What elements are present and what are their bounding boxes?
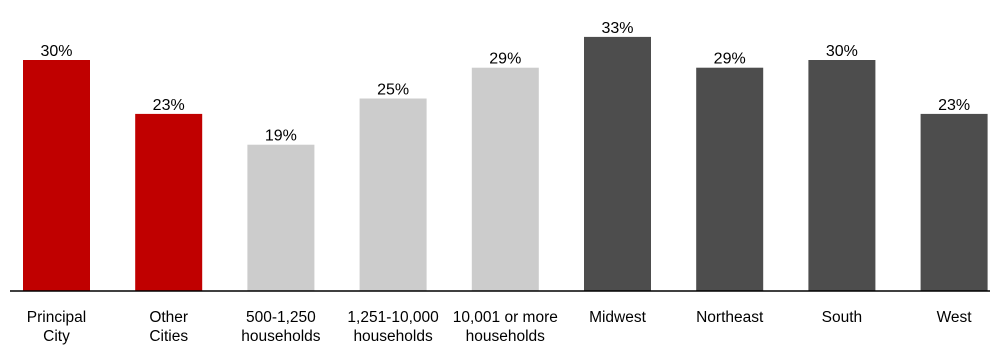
category-label-1: Principal City [27, 309, 86, 345]
category-label-5: 10,001 or more households [453, 309, 558, 345]
bar-6 [584, 36, 651, 292]
value-label-8: 30% [826, 43, 858, 60]
bar-5 [471, 67, 539, 291]
category-label-2: Other Cities [149, 309, 188, 345]
bar-2 [135, 113, 203, 292]
value-labels-group: 30% 23% 19% 25% 29% 33% 29% 30% 23% [40, 20, 970, 145]
category-label-8: South [822, 309, 863, 326]
value-label-2: 23% [153, 97, 185, 114]
category-label-9: West [937, 309, 973, 326]
category-label-6: Midwest [589, 309, 647, 326]
value-label-6: 33% [601, 20, 633, 37]
bars-group [23, 36, 988, 292]
value-label-9: 23% [938, 97, 970, 114]
bar-1 [23, 60, 90, 291]
category-label-7: Northeast [696, 309, 764, 326]
bar-8 [808, 60, 876, 291]
value-label-7: 29% [714, 51, 746, 68]
bar-4 [359, 98, 427, 291]
category-label-3: 500-1,250 households [241, 309, 321, 345]
category-labels-group: Principal City Other Cities 500-1,250 househo… [27, 309, 973, 345]
value-label-4: 25% [377, 82, 409, 99]
category-label-4: 1,251-10,000 households [347, 309, 439, 345]
value-label-3: 19% [265, 128, 297, 145]
value-label-1: 30% [40, 43, 72, 60]
value-label-5: 29% [489, 51, 521, 68]
bar-9 [920, 113, 988, 292]
bar-7 [696, 67, 764, 291]
bar-3 [247, 144, 315, 291]
